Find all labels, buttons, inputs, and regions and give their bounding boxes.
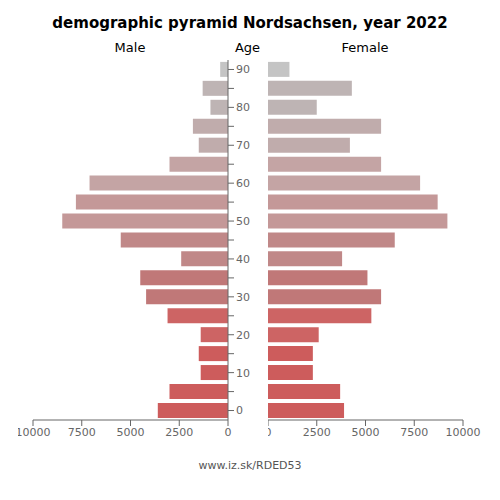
svg-text:30: 30 bbox=[236, 291, 250, 304]
html-text:demographic pyramid Nordsachse: demographic pyramid Nordsachsen, year 20… bbox=[52, 14, 448, 32]
svg-text:40: 40 bbox=[236, 253, 250, 266]
svg-text:60: 60 bbox=[236, 177, 250, 190]
svg-text:7500: 7500 bbox=[67, 426, 95, 439]
html-text:Female: Female bbox=[341, 40, 389, 55]
svg-text:50: 50 bbox=[236, 215, 250, 228]
svg-text:0: 0 bbox=[224, 426, 231, 439]
svg-text:0: 0 bbox=[236, 404, 243, 417]
svg-text:10: 10 bbox=[236, 367, 250, 380]
svg-text:90: 90 bbox=[236, 63, 250, 76]
svg-text:0: 0 bbox=[268, 426, 272, 439]
svg-text:20: 20 bbox=[236, 329, 250, 342]
html-text:Male: Male bbox=[114, 40, 146, 55]
html-text:Age: Age bbox=[234, 40, 261, 55]
svg-text:70: 70 bbox=[236, 139, 250, 152]
svg-text:7500: 7500 bbox=[400, 426, 428, 439]
html-text:www.iz.sk/RDED53: www.iz.sk/RDED53 bbox=[198, 459, 302, 472]
svg-text:5000: 5000 bbox=[116, 426, 144, 439]
svg-text:10000: 10000 bbox=[445, 426, 480, 439]
svg-text:10000: 10000 bbox=[18, 426, 51, 439]
svg-text:2500: 2500 bbox=[302, 426, 330, 439]
svg-text:2500: 2500 bbox=[165, 426, 193, 439]
svg-text:80: 80 bbox=[236, 101, 250, 114]
svg-text:5000: 5000 bbox=[351, 426, 379, 439]
